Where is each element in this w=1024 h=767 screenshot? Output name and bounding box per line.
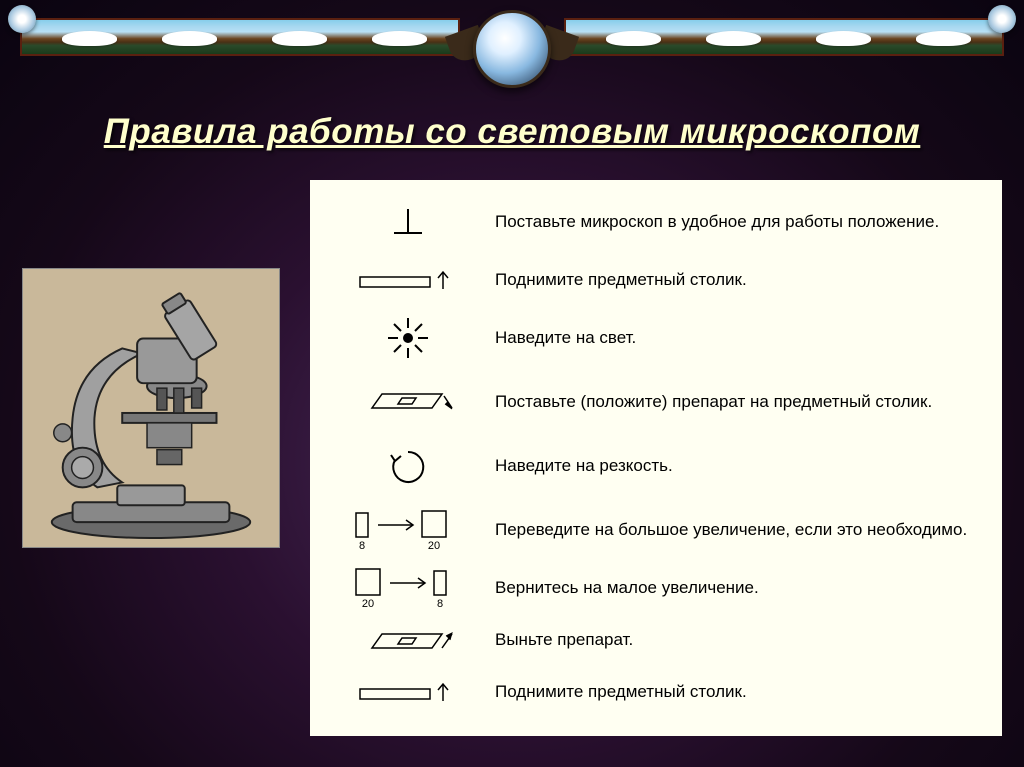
sun-icon xyxy=(320,316,495,360)
svg-text:20: 20 xyxy=(362,598,374,609)
slide-remove-icon xyxy=(320,626,495,654)
svg-text:20: 20 xyxy=(428,540,440,551)
rule-item: Поднимите предметный столик. xyxy=(320,670,992,714)
rule-text: Выньте препарат. xyxy=(495,629,992,650)
center-medallion-icon xyxy=(457,0,567,90)
rule-item: Наведите на свет. xyxy=(320,310,992,366)
rule-item: Поставьте (положите) препарат на предмет… xyxy=(320,374,992,430)
magnification-decrease-icon: 20 8 xyxy=(320,567,495,609)
rule-text: Поднимите предметный столик. xyxy=(495,269,992,290)
circle-arrow-icon xyxy=(320,446,495,486)
rule-text: Наведите на свет. xyxy=(495,327,992,348)
rule-text: Поставьте (положите) препарат на предмет… xyxy=(495,391,992,412)
svg-text:8: 8 xyxy=(437,598,443,609)
rule-item: Поднимите предметный столик. xyxy=(320,258,992,302)
rule-item: 8 20 Переведите на большое увеличение, ес… xyxy=(320,502,992,558)
magnification-increase-icon: 8 20 xyxy=(320,509,495,551)
rule-text: Поставьте микроскоп в удобное для работы… xyxy=(495,211,992,232)
rule-item: Наведите на резкость. xyxy=(320,438,992,494)
perpendicular-icon xyxy=(320,207,495,237)
rule-text: Переведите на большое увеличение, если э… xyxy=(495,519,992,540)
rule-item: Выньте препарат. xyxy=(320,618,992,662)
border-landscape-right xyxy=(564,18,1004,56)
rule-text: Наведите на резкость. xyxy=(495,455,992,476)
rule-text: Поднимите предметный столик. xyxy=(495,681,992,702)
rect-arrow-up-icon xyxy=(320,681,495,703)
rule-text: Вернитесь на малое увеличение. xyxy=(495,577,992,598)
rect-arrow-up-icon xyxy=(320,269,495,291)
decorative-header xyxy=(0,0,1024,80)
slide-icon xyxy=(320,386,495,418)
rule-item: 20 8 Вернитесь на малое увеличение. xyxy=(320,566,992,610)
border-knob-icon xyxy=(988,5,1016,33)
content-area: Поставьте микроскоп в удобное для работы… xyxy=(0,180,1024,736)
svg-text:8: 8 xyxy=(359,540,365,551)
border-knob-icon xyxy=(8,5,36,33)
border-landscape-left xyxy=(20,18,460,56)
rules-panel: Поставьте микроскоп в удобное для работы… xyxy=(310,180,1002,736)
page-title: Правила работы со световым микроскопом xyxy=(0,112,1024,152)
microscope-illustration xyxy=(22,268,280,548)
rule-item: Поставьте микроскоп в удобное для работы… xyxy=(320,194,992,250)
